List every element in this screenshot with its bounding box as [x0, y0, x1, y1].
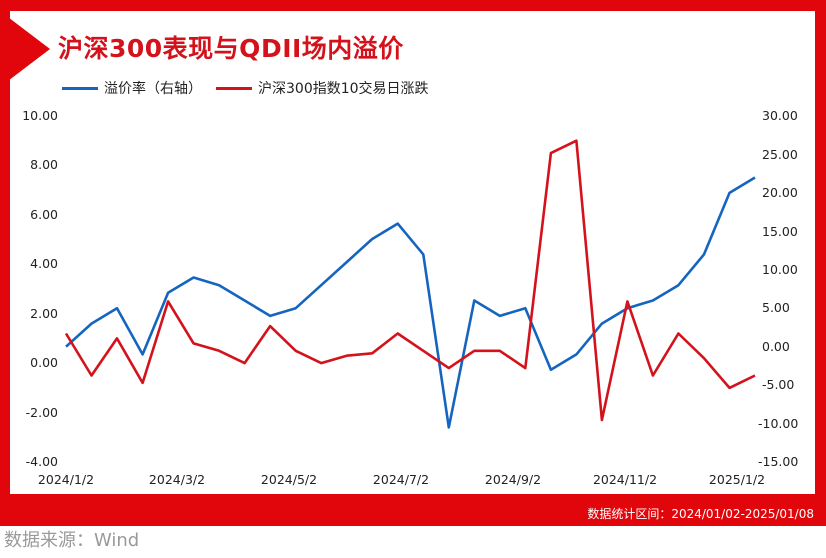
right-axis-tick: 25.00	[762, 147, 798, 162]
legend-label: 沪深300指数10交易日涨跌	[258, 81, 429, 97]
right-axis-tick: 15.00	[762, 224, 798, 239]
right-axis-tick: -5.00	[762, 377, 795, 392]
legend: 溢价率（右轴） 沪深300指数10交易日涨跌	[62, 78, 443, 98]
x-axis-tick: 2024/5/2	[260, 472, 318, 487]
left-axis-tick: 2.00	[30, 306, 58, 321]
x-axis-tick: 2024/1/2	[37, 472, 95, 487]
left-axis-tick: 0.00	[30, 355, 58, 370]
left-axis-tick: -2.00	[25, 405, 58, 420]
legend-label: 溢价率（右轴）	[104, 81, 202, 97]
right-axis-tick: 5.00	[762, 300, 790, 315]
chart-panel	[10, 11, 815, 494]
data-range-note: 数据统计区间：2024/01/02-2025/01/08	[587, 507, 814, 521]
right-axis-tick: 20.00	[762, 185, 798, 200]
left-axis-tick: 8.00	[30, 157, 58, 172]
legend-item-csi300: 沪深300指数10交易日涨跌	[216, 78, 429, 98]
left-axis-tick: -4.00	[25, 454, 58, 469]
x-axis-tick: 2025/1/2	[708, 472, 766, 487]
title-arrow-icon	[0, 11, 50, 87]
right-axis-tick: 0.00	[762, 339, 790, 354]
legend-item-premium: 溢价率（右轴）	[62, 78, 202, 98]
csi300-change-line	[64, 139, 756, 422]
right-axis-tick: 10.00	[762, 262, 798, 277]
x-axis-tick: 2024/11/2	[592, 472, 658, 487]
left-axis-tick: 4.00	[30, 256, 58, 271]
left-axis-tick: 10.00	[22, 108, 58, 123]
legend-swatch-red-icon	[216, 86, 252, 90]
chart-title: 沪深300表现与QDII场内溢价	[58, 34, 404, 63]
x-axis-tick: 2024/9/2	[484, 472, 542, 487]
left-axis-tick: 6.00	[30, 207, 58, 222]
right-axis-tick: -15.00	[758, 454, 799, 469]
right-axis-tick: 30.00	[762, 108, 798, 123]
legend-swatch-blue-icon	[62, 86, 98, 90]
premium-rate-line	[65, 176, 756, 429]
x-axis-tick: 2024/7/2	[372, 472, 430, 487]
data-source: 数据来源：Wind	[4, 530, 140, 551]
x-axis-tick: 2024/3/2	[148, 472, 206, 487]
right-axis-tick: -10.00	[758, 416, 799, 431]
